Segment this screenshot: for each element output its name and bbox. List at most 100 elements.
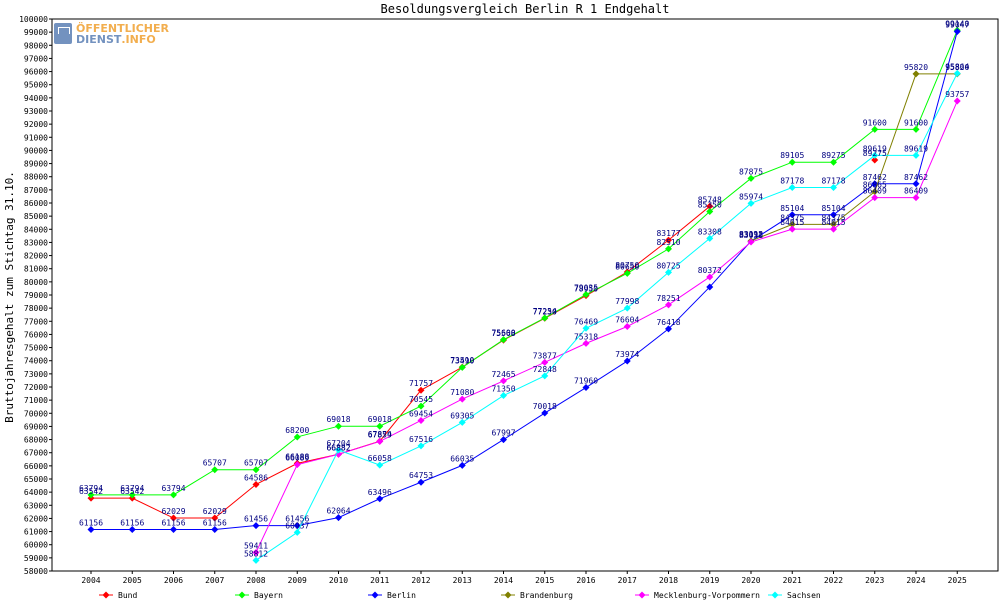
- data-label: 91600: [863, 118, 887, 127]
- data-label: 73510: [450, 356, 474, 365]
- x-tick-label: 2020: [741, 576, 760, 585]
- series-line: [91, 30, 958, 496]
- y-tick-label: 83000: [24, 238, 48, 247]
- data-point: [665, 236, 672, 244]
- data-label: 63542: [79, 487, 103, 496]
- data-label: 66035: [450, 454, 474, 463]
- data-point: [665, 268, 672, 276]
- data-label: 87462: [904, 173, 928, 182]
- data-label: 95820: [904, 63, 928, 72]
- data-point: [252, 522, 260, 530]
- data-label: 64753: [409, 471, 433, 480]
- legend-marker: [102, 591, 110, 599]
- data-label: 91600: [904, 118, 928, 127]
- data-label: 61456: [244, 515, 268, 524]
- data-label: 83308: [698, 227, 722, 236]
- data-label: 63794: [161, 484, 185, 493]
- data-label: 72465: [491, 370, 515, 379]
- y-tick-label: 77000: [24, 317, 48, 326]
- data-point: [706, 283, 714, 291]
- x-tick-label: 2022: [824, 576, 843, 585]
- x-tick-label: 2018: [659, 576, 678, 585]
- data-point: [788, 211, 796, 219]
- y-tick-label: 64000: [24, 488, 48, 497]
- legend-label: Bayern: [254, 591, 283, 600]
- legend-label: Sachsen: [787, 591, 821, 600]
- x-tick-label: 2009: [288, 576, 307, 585]
- data-point: [252, 480, 260, 488]
- data-label: 85350: [698, 201, 722, 210]
- x-tick-label: 2005: [123, 576, 142, 585]
- y-tick-label: 62000: [24, 514, 48, 523]
- data-label: 78251: [656, 294, 680, 303]
- x-tick-label: 2023: [865, 576, 884, 585]
- x-tick-label: 2007: [205, 576, 224, 585]
- y-tick-label: 95000: [24, 81, 48, 90]
- data-point: [665, 325, 672, 333]
- data-point: [128, 491, 136, 499]
- data-point: [293, 522, 301, 530]
- data-point: [458, 461, 466, 469]
- y-tick-label: 93000: [24, 107, 48, 116]
- data-point: [87, 526, 95, 534]
- data-label: 84375: [780, 213, 804, 222]
- legend-label: Bund: [118, 591, 137, 600]
- data-label: 67859: [368, 430, 392, 439]
- data-point: [871, 188, 879, 196]
- data-point: [335, 514, 342, 522]
- y-tick-label: 79000: [24, 291, 48, 300]
- data-point: [706, 234, 714, 242]
- data-point: [912, 125, 920, 133]
- data-label: 61156: [203, 519, 227, 528]
- data-point: [458, 395, 466, 403]
- y-tick-label: 68000: [24, 436, 48, 445]
- data-label: 79035: [574, 284, 598, 293]
- data-point: [747, 199, 755, 207]
- data-label: 65707: [203, 459, 227, 468]
- data-label: 82510: [656, 238, 680, 247]
- data-point: [788, 220, 796, 228]
- data-label: 63496: [368, 488, 392, 497]
- data-label: 86409: [904, 187, 928, 196]
- data-point: [500, 436, 507, 444]
- y-tick-label: 72000: [24, 383, 48, 392]
- x-tick-label: 2025: [948, 576, 967, 585]
- x-tick-label: 2010: [329, 576, 348, 585]
- data-point: [252, 548, 260, 556]
- data-point: [458, 418, 466, 426]
- series-sachsen: [252, 69, 961, 564]
- legend-marker: [238, 591, 246, 599]
- data-point: [211, 514, 219, 522]
- data-label: 80650: [615, 262, 639, 271]
- logo-icon: [54, 23, 72, 44]
- data-point: [788, 184, 796, 192]
- legend-entry: Mecklenburg-Vorpommern: [635, 591, 760, 600]
- y-tick-label: 58000: [24, 567, 48, 576]
- data-label: 73877: [533, 351, 557, 360]
- y-tick-label: 76000: [24, 330, 48, 339]
- data-label: 75568: [491, 329, 515, 338]
- y-tick-label: 100000: [19, 15, 48, 24]
- data-label: 66882: [326, 443, 350, 452]
- data-point: [623, 357, 631, 365]
- data-point: [335, 422, 342, 430]
- data-point: [912, 194, 920, 202]
- data-point: [871, 194, 879, 202]
- data-label: 99140: [945, 19, 969, 28]
- data-point: [417, 402, 425, 410]
- data-label: 86409: [863, 187, 887, 196]
- x-tick-label: 2012: [411, 576, 430, 585]
- legend-entry: Sachsen: [768, 591, 821, 600]
- legend-entry: Bayern: [235, 591, 283, 600]
- data-point: [623, 269, 631, 277]
- legend: Bund Bayern Berlin Brandenburg Mecklenburg-V…: [99, 591, 821, 600]
- data-label: 62029: [161, 507, 185, 516]
- series-mecklenburg-vorpommern: [252, 97, 961, 556]
- y-tick-label: 94000: [24, 94, 48, 103]
- data-label: 89275: [821, 151, 845, 160]
- y-tick-label: 86000: [24, 199, 48, 208]
- y-tick-label: 74000: [24, 357, 48, 366]
- data-point: [293, 461, 301, 469]
- x-tick-label: 2015: [535, 576, 554, 585]
